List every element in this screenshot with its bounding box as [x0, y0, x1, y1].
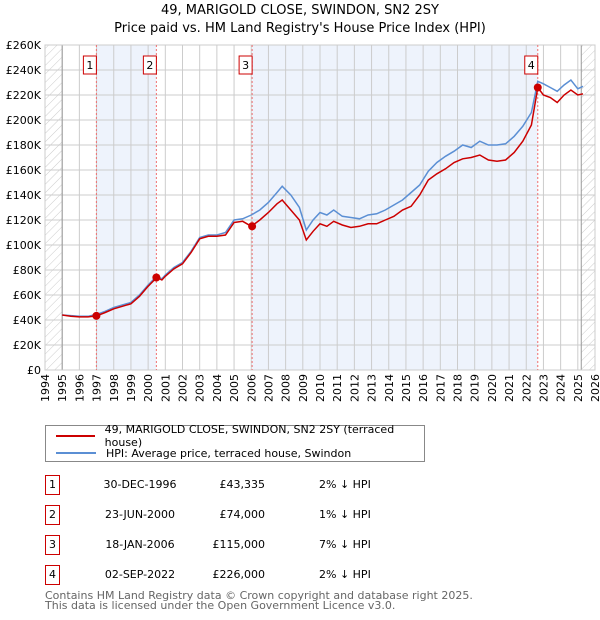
chart-title: 49, MARIGOLD CLOSE, SWINDON, SN2 2SY [160, 3, 440, 18]
y-tick-label: £60K [13, 289, 42, 302]
legend: 49, MARIGOLD CLOSE, SWINDON, SN2 2SY (te… [45, 423, 425, 462]
x-tick-label: 2022 [520, 374, 533, 402]
x-tick-label: 1999 [125, 374, 138, 402]
plot-border [44, 44, 596, 371]
y-tick-label: £240K [6, 64, 42, 77]
x-tick-label: 2007 [262, 374, 275, 402]
sale-point [533, 83, 542, 92]
y-tick-label: £160K [6, 164, 42, 177]
x-tick-label: 2001 [159, 374, 172, 402]
sale-label-box [142, 55, 157, 75]
sale-label-box [524, 55, 539, 75]
sale-date: 02-SEP-2022 [104, 568, 176, 581]
y-tick-label: £200K [6, 114, 42, 127]
ownership-band [252, 45, 538, 370]
sale-label-box [82, 55, 97, 75]
legend-label: HPI: Average price, terraced house, Swin… [106, 446, 352, 460]
red-line-swatch [56, 435, 95, 437]
sale-row: 3 18-JAN-2006 £115,000 7% ↓ HPI [45, 535, 445, 555]
legend-item-hpi: HPI: Average price, terraced house, Swin… [56, 445, 351, 461]
x-tick-label: 2002 [177, 374, 190, 402]
sale-number: 3 [45, 535, 60, 555]
sale-row: 1 30-DEC-1996 £43,335 2% ↓ HPI [45, 475, 445, 495]
x-tick-label: 2025 [572, 374, 585, 402]
chart-subtitle: Price paid vs. HM Land Registry's House … [114, 21, 486, 36]
x-tick-label: 2026 [589, 374, 600, 402]
sale-point [152, 273, 161, 282]
x-tick-label: 2016 [417, 374, 430, 402]
x-tick-label: 2017 [434, 374, 447, 402]
no-data-hatch [581, 45, 595, 370]
x-tick-label: 1995 [56, 374, 69, 402]
footer-licence: This data is licensed under the Open Gov… [45, 599, 396, 612]
sale-number: 4 [45, 565, 60, 585]
y-tick-label: £80K [13, 264, 42, 277]
sale-label: 3 [242, 59, 249, 72]
sale-number: 2 [45, 505, 60, 525]
sale-label: 4 [528, 59, 535, 72]
sale-hpi-diff: 7% ↓ HPI [319, 538, 371, 551]
x-tick-label: 2018 [452, 374, 465, 402]
sale-row: 4 02-SEP-2022 £226,000 2% ↓ HPI [45, 565, 445, 585]
y-tick-label: £180K [6, 139, 42, 152]
sale-date: 23-JUN-2000 [104, 508, 176, 521]
sale-label-box [238, 55, 253, 75]
x-tick-label: 2006 [245, 374, 258, 402]
no-data-hatch [45, 45, 63, 370]
sale-row: 2 23-JUN-2000 £74,000 1% ↓ HPI [45, 505, 445, 525]
y-tick-label: £120K [6, 214, 42, 227]
sale-label: 1 [86, 59, 93, 72]
x-tick-label: 2011 [331, 374, 344, 402]
sale-hpi-diff: 2% ↓ HPI [319, 478, 371, 491]
sale-hpi-diff: 2% ↓ HPI [319, 568, 371, 581]
price-chart: £0 £20K £40K £60K £80K £100K £120K £140K £160K £1… [6, 39, 600, 402]
sale-label: 2 [146, 59, 153, 72]
ownership-band [96, 45, 157, 370]
x-tick-label: 2014 [383, 374, 396, 402]
x-tick-label: 2009 [297, 374, 310, 402]
sale-point [92, 311, 101, 320]
sale-hpi-diff: 1% ↓ HPI [319, 508, 371, 521]
x-tick-label: 2021 [503, 374, 516, 402]
x-tick-label: 2012 [348, 374, 361, 402]
x-tick-label: 2005 [228, 374, 241, 402]
legend-item-property: 49, MARIGOLD CLOSE, SWINDON, SN2 2SY (te… [56, 423, 424, 449]
x-tick-label: 2000 [142, 374, 155, 402]
x-tick-label: 2015 [400, 374, 413, 402]
x-tick-label: 1998 [108, 374, 121, 402]
x-tick-label: 1994 [39, 374, 52, 402]
y-tick-label: £40K [13, 314, 42, 327]
sale-price: £74,000 [219, 508, 266, 521]
y-tick-label: £140K [6, 189, 42, 202]
x-tick-label: 1997 [91, 374, 104, 402]
y-tick-label: £0 [27, 364, 41, 377]
x-tick-label: 2003 [194, 374, 207, 402]
y-tick-label: £20K [13, 339, 42, 352]
x-tick-label: 2004 [211, 374, 224, 402]
sale-number: 1 [45, 475, 60, 495]
x-tick-label: 2010 [314, 374, 327, 402]
y-tick-label: £220K [6, 89, 42, 102]
x-tick-label: 2020 [486, 374, 499, 402]
sale-price: £115,000 [212, 538, 266, 551]
x-tick-label: 2024 [555, 374, 568, 402]
x-tick-label: 2013 [366, 374, 379, 402]
sale-date: 18-JAN-2006 [105, 538, 175, 551]
sale-price: £226,000 [212, 568, 266, 581]
y-tick-label: £100K [6, 239, 42, 252]
y-tick-label: £260K [6, 39, 42, 52]
x-tick-label: 2019 [469, 374, 482, 402]
x-tick-label: 2023 [537, 374, 550, 402]
legend-label: 49, MARIGOLD CLOSE, SWINDON, SN2 2SY (te… [104, 423, 395, 449]
sale-price: £43,335 [219, 478, 266, 491]
sale-point [248, 222, 257, 231]
x-tick-label: 1996 [73, 374, 86, 402]
blue-line-swatch [56, 452, 96, 454]
x-tick-label: 2008 [280, 374, 293, 402]
footer-copyright: Contains HM Land Registry data © Crown c… [45, 589, 473, 602]
sale-date: 30-DEC-1996 [103, 478, 177, 491]
